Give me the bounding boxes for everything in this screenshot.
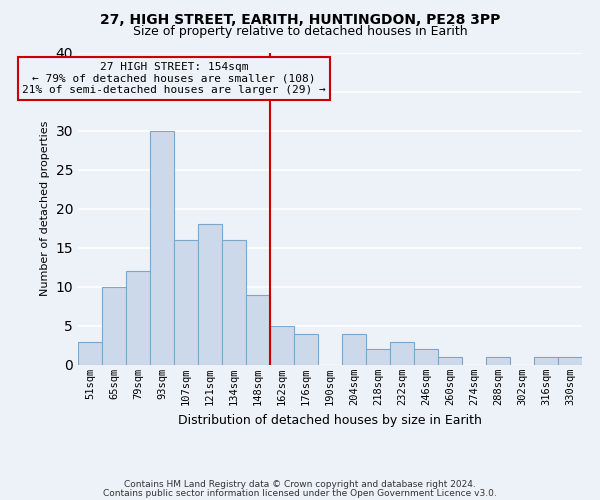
Bar — [486, 357, 510, 365]
Bar — [414, 350, 438, 365]
Bar — [126, 271, 150, 365]
Text: Contains HM Land Registry data © Crown copyright and database right 2024.: Contains HM Land Registry data © Crown c… — [124, 480, 476, 489]
Bar — [78, 342, 102, 365]
Bar — [270, 326, 294, 365]
Bar — [366, 350, 390, 365]
Bar — [294, 334, 318, 365]
Bar — [534, 357, 558, 365]
Bar — [558, 357, 582, 365]
Y-axis label: Number of detached properties: Number of detached properties — [40, 121, 50, 296]
Bar — [438, 357, 462, 365]
Bar — [150, 130, 174, 365]
Bar — [102, 287, 126, 365]
Text: 27 HIGH STREET: 154sqm
← 79% of detached houses are smaller (108)
21% of semi-de: 27 HIGH STREET: 154sqm ← 79% of detached… — [22, 62, 326, 95]
Bar — [198, 224, 222, 365]
Text: 27, HIGH STREET, EARITH, HUNTINGDON, PE28 3PP: 27, HIGH STREET, EARITH, HUNTINGDON, PE2… — [100, 12, 500, 26]
Text: Size of property relative to detached houses in Earith: Size of property relative to detached ho… — [133, 25, 467, 38]
Bar — [222, 240, 246, 365]
Bar — [246, 294, 270, 365]
Text: Contains public sector information licensed under the Open Government Licence v3: Contains public sector information licen… — [103, 488, 497, 498]
Bar — [342, 334, 366, 365]
Bar — [390, 342, 414, 365]
X-axis label: Distribution of detached houses by size in Earith: Distribution of detached houses by size … — [178, 414, 482, 426]
Bar — [174, 240, 198, 365]
